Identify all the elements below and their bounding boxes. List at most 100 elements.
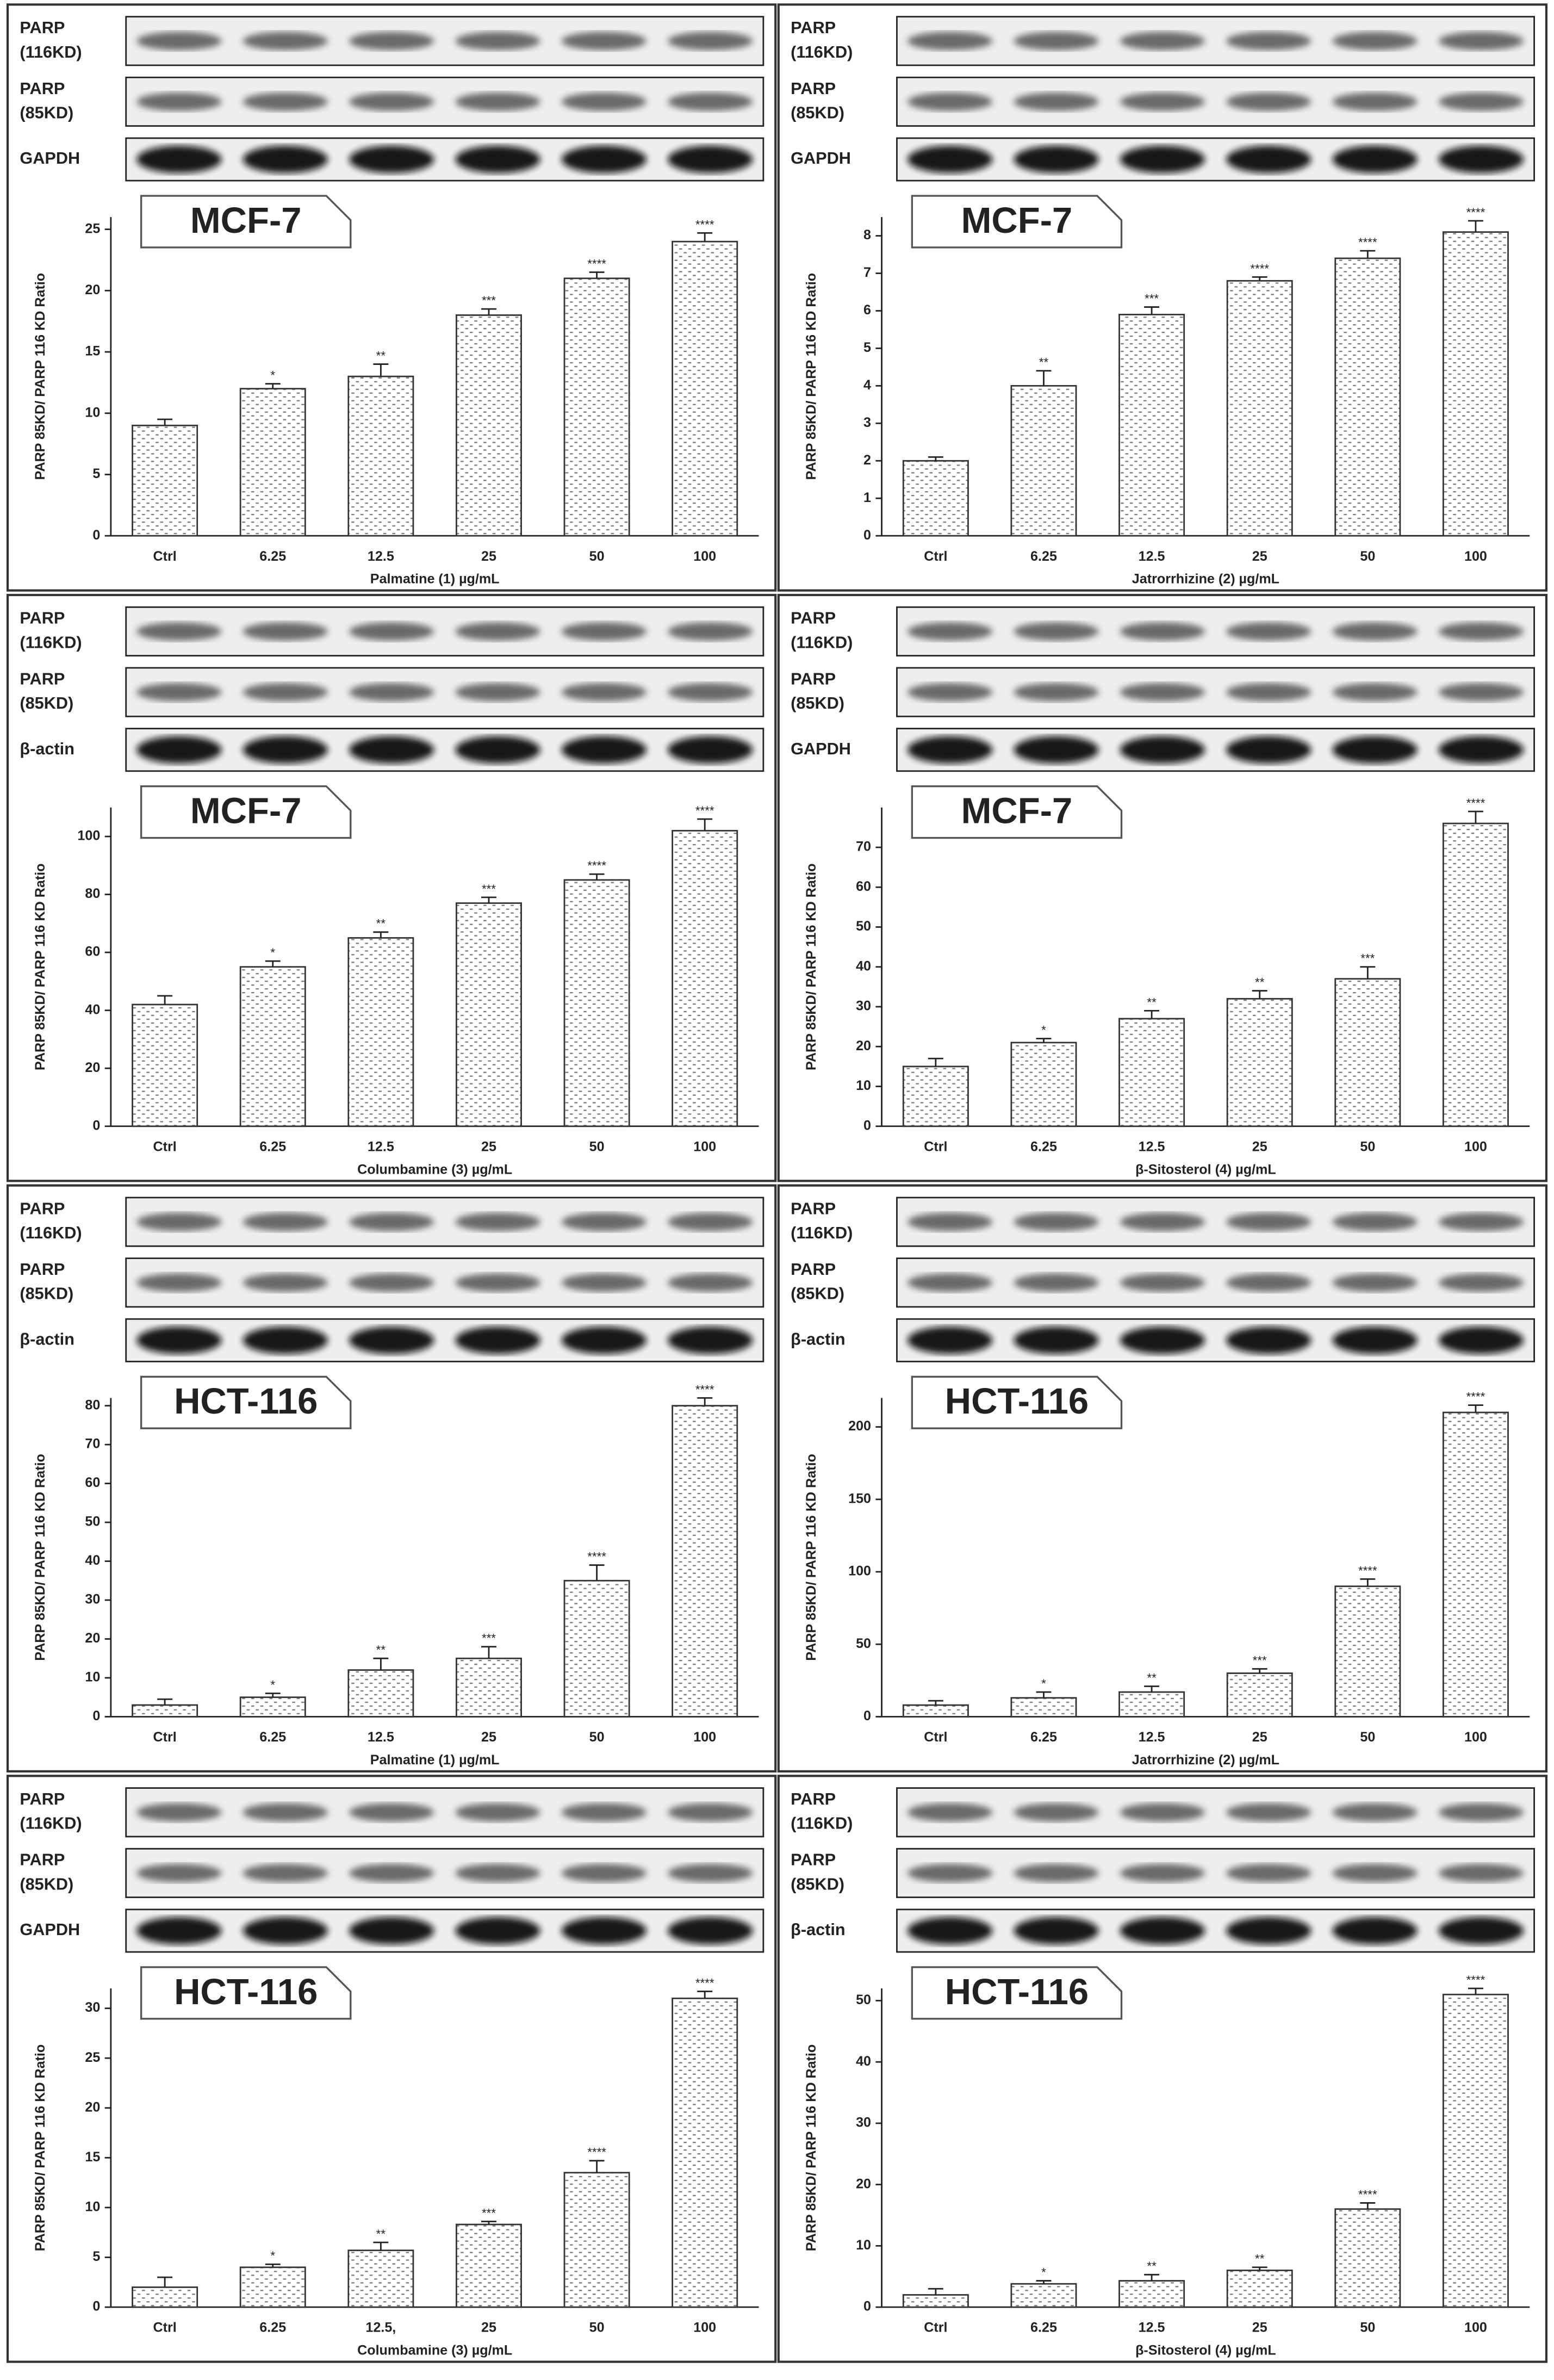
y-tick-label: 15 bbox=[85, 344, 100, 359]
bar bbox=[563, 879, 630, 1127]
error-bar bbox=[697, 1397, 713, 1406]
blot-band bbox=[136, 736, 222, 764]
error-bar bbox=[1036, 370, 1052, 386]
blot-band bbox=[668, 1864, 753, 1882]
blot-band bbox=[455, 736, 540, 764]
blot-band bbox=[349, 32, 434, 51]
y-tick-label: 50 bbox=[85, 1514, 100, 1529]
significance: **** bbox=[1358, 235, 1377, 249]
x-tick-label: 6.25 bbox=[1030, 2320, 1057, 2335]
blot-band bbox=[455, 1803, 540, 1821]
x-tick-label: 50 bbox=[589, 1730, 605, 1745]
blot-band bbox=[136, 1327, 222, 1354]
y-tick-label: 10 bbox=[856, 1078, 871, 1093]
blot-band bbox=[1120, 32, 1205, 51]
x-tick-label: 50 bbox=[1360, 1139, 1375, 1154]
x-axis-label: Palmatine (1) µg/mL bbox=[370, 572, 500, 587]
blot-strip bbox=[896, 667, 1536, 717]
blot-band bbox=[1226, 736, 1311, 764]
x-axis-label: β-Sitosterol (4) µg/mL bbox=[1135, 1162, 1276, 1177]
blot-band bbox=[561, 1327, 647, 1354]
significance: ** bbox=[376, 349, 386, 363]
bar bbox=[132, 1704, 198, 1718]
blot-band bbox=[907, 683, 993, 702]
error-bar bbox=[697, 232, 713, 242]
cell-line-box bbox=[140, 195, 352, 249]
blot-band bbox=[1438, 92, 1524, 111]
blot-label: PARP bbox=[791, 1260, 836, 1279]
blot-band bbox=[561, 1917, 647, 1945]
significance: * bbox=[270, 1678, 275, 1691]
error-bar bbox=[589, 1564, 605, 1581]
cell-line-box bbox=[911, 195, 1123, 249]
y-tick-label: 30 bbox=[856, 2115, 871, 2130]
blot-band bbox=[907, 1327, 993, 1354]
y-tick-label: 15 bbox=[85, 2149, 100, 2165]
blot-band bbox=[243, 32, 328, 51]
x-tick-label: 100 bbox=[1464, 2320, 1487, 2335]
x-tick-label: Ctrl bbox=[153, 1730, 177, 1745]
panel-border bbox=[777, 3, 1548, 592]
blot-band bbox=[668, 683, 753, 702]
bar bbox=[1334, 978, 1401, 1127]
panel-border bbox=[6, 1184, 777, 1772]
blot-band bbox=[1120, 622, 1205, 641]
blot-band bbox=[1120, 1864, 1205, 1882]
blot-band bbox=[1438, 736, 1524, 764]
y-tick-label: 100 bbox=[77, 828, 100, 844]
blot-band bbox=[136, 683, 222, 702]
significance: * bbox=[270, 946, 275, 959]
blot-band bbox=[1014, 736, 1099, 764]
blot-strip bbox=[896, 76, 1536, 127]
significance: **** bbox=[695, 1976, 714, 1989]
blot-band bbox=[136, 622, 222, 641]
y-tick-label: 40 bbox=[856, 2054, 871, 2069]
error-bar bbox=[373, 1657, 389, 1670]
error-bar bbox=[265, 383, 281, 389]
blot-strip bbox=[896, 1257, 1536, 1308]
cell-line-label: MCF-7 bbox=[961, 791, 1073, 832]
blot-label: GAPDH bbox=[20, 148, 80, 168]
bar bbox=[1226, 997, 1293, 1127]
y-tick-label: 70 bbox=[85, 1436, 100, 1452]
blot-band bbox=[1014, 1917, 1099, 1945]
blot-band bbox=[136, 1917, 222, 1945]
error-bar bbox=[481, 896, 496, 903]
blot-band bbox=[349, 145, 434, 173]
blot-band bbox=[668, 92, 753, 111]
blot-band bbox=[561, 1803, 647, 1821]
blot-label: β-actin bbox=[20, 1329, 74, 1348]
blot-band bbox=[561, 145, 647, 173]
x-axis-label: Jatrorrhizine (2) µg/mL bbox=[1132, 572, 1279, 587]
bar bbox=[1118, 313, 1185, 537]
y-tick-label: 100 bbox=[848, 1564, 871, 1579]
blot-band bbox=[907, 32, 993, 51]
cell-line-box bbox=[140, 1966, 352, 2020]
blot-label: PARP bbox=[20, 18, 65, 37]
error-bar bbox=[1036, 1038, 1052, 1043]
blot-band bbox=[455, 1212, 540, 1231]
error-bar bbox=[928, 1700, 943, 1706]
blot-label: PARP bbox=[791, 609, 836, 628]
blot-band bbox=[561, 622, 647, 641]
blot-band bbox=[1120, 683, 1205, 702]
x-axis-label: Palmatine (1) µg/mL bbox=[370, 1752, 500, 1768]
blot-band bbox=[455, 145, 540, 173]
blot-band bbox=[349, 683, 434, 702]
error-bar bbox=[589, 271, 605, 278]
blot-band bbox=[561, 1212, 647, 1231]
y-tick-label: 5 bbox=[863, 340, 871, 355]
blot-band bbox=[243, 1212, 328, 1231]
blot-band bbox=[1014, 1327, 1099, 1354]
y-tick-label: 25 bbox=[85, 221, 100, 236]
blot-label: PARP bbox=[791, 669, 836, 688]
error-bar bbox=[481, 1646, 496, 1659]
significance: ** bbox=[1255, 976, 1265, 989]
blot-label: PARP bbox=[20, 79, 65, 98]
y-tick-label: 50 bbox=[856, 1992, 871, 2007]
blot-band bbox=[349, 92, 434, 111]
blot-label: GAPDH bbox=[791, 148, 851, 168]
blot-band bbox=[668, 622, 753, 641]
blot-strip bbox=[125, 1257, 764, 1308]
x-tick-label: 25 bbox=[481, 2320, 496, 2335]
